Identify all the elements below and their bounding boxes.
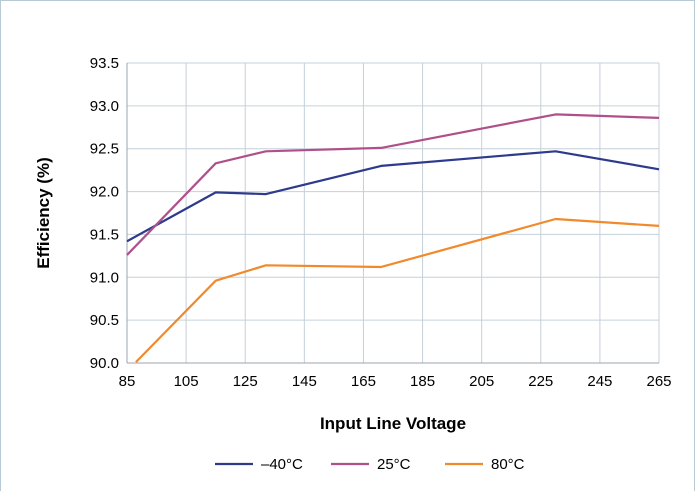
x-tick-label: 165 xyxy=(351,373,376,390)
x-tick-label: 85 xyxy=(119,373,136,390)
y-tick-label: 91.0 xyxy=(90,269,119,286)
x-tick-label: 145 xyxy=(292,373,317,390)
tick-labels: 90.0 90.5 91.0 91.5 92.0 92.5 93.0 93.5 85 105 125… xyxy=(90,55,672,390)
y-axis-title: Efficiency (%) xyxy=(34,157,53,268)
x-axis-title: Input Line Voltage xyxy=(320,414,466,433)
x-tick-label: 265 xyxy=(646,373,671,390)
y-tick-label: 91.5 xyxy=(90,226,119,243)
x-tick-label: 205 xyxy=(469,373,494,390)
x-tick-label: 105 xyxy=(174,373,199,390)
y-tick-label: 93.0 xyxy=(90,98,119,115)
grid xyxy=(126,62,660,364)
series-line xyxy=(126,150,660,243)
series-lines xyxy=(126,113,660,363)
axes xyxy=(126,63,659,364)
legend: –40°C 25°C 80°C xyxy=(215,456,525,473)
x-tick-label: 125 xyxy=(233,373,258,390)
series-line xyxy=(135,217,660,363)
series-line xyxy=(126,113,660,256)
y-tick-label: 90.0 xyxy=(90,355,119,372)
y-tick-label: 92.0 xyxy=(90,184,119,201)
y-tick-label: 92.5 xyxy=(90,141,119,158)
y-tick-label: 93.5 xyxy=(90,55,119,72)
legend-label: –40°C xyxy=(261,456,303,473)
y-tick-label: 90.5 xyxy=(90,312,119,329)
legend-label: 25°C xyxy=(377,456,411,473)
x-tick-label: 245 xyxy=(587,373,612,390)
x-tick-label: 185 xyxy=(410,373,435,390)
x-tick-label: 225 xyxy=(528,373,553,390)
legend-label: 80°C xyxy=(491,456,525,473)
